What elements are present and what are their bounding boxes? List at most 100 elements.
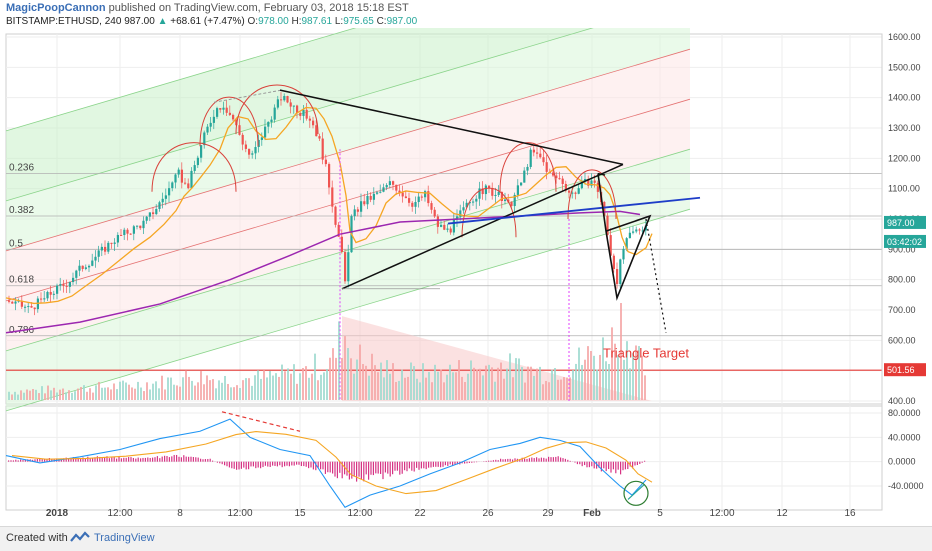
macd-hist-bar xyxy=(87,457,88,462)
macd-hist-bar xyxy=(231,462,232,469)
candle-body xyxy=(171,182,173,188)
macd-hist-bar xyxy=(440,462,441,468)
candle-body xyxy=(8,300,10,301)
candle-body xyxy=(283,96,285,100)
macd-hist-bar xyxy=(15,460,16,462)
macd-hist-bar xyxy=(370,462,371,475)
volume-bar xyxy=(254,375,256,400)
volume-bar xyxy=(38,393,40,400)
volume-bar xyxy=(437,372,439,400)
macd-hist-bar xyxy=(277,462,278,467)
volume-bar xyxy=(449,365,451,400)
volume-bar xyxy=(275,373,277,400)
macd-hist-bar xyxy=(368,462,369,480)
candle-body xyxy=(542,157,544,162)
macd-hist-bar xyxy=(116,459,117,462)
candle-body xyxy=(546,162,548,172)
macd-hist-bar xyxy=(222,462,223,465)
macd-hist-bar xyxy=(303,462,304,466)
macd-hist-bar xyxy=(584,462,585,465)
volume-bar xyxy=(137,382,139,400)
macd-hist-bar xyxy=(238,462,239,470)
candle-body xyxy=(216,108,218,117)
volume-bar xyxy=(542,384,544,400)
macd-hist-bar xyxy=(265,462,266,466)
macd-hist-bar xyxy=(610,462,611,473)
volume-bar xyxy=(119,382,121,400)
candle-body xyxy=(168,188,170,195)
volume-bar xyxy=(218,380,220,400)
candle-body xyxy=(533,150,535,153)
candle-body xyxy=(434,210,436,217)
volume-bar xyxy=(629,368,631,400)
volume-bar xyxy=(98,382,100,400)
volume-bar xyxy=(605,361,607,400)
volume-bar xyxy=(461,377,463,400)
volume-bar xyxy=(155,381,157,400)
macd-hist-bar xyxy=(426,462,427,469)
macd-hist-bar xyxy=(428,462,429,468)
fib-label: 0.618 xyxy=(9,275,34,286)
candle-body xyxy=(376,192,378,193)
volume-bar xyxy=(455,372,457,400)
volume-bar xyxy=(467,374,469,400)
macd-hist-bar xyxy=(438,462,439,467)
macd-hist-bar xyxy=(586,462,587,468)
candle-body xyxy=(88,266,90,268)
macd-hist-bar xyxy=(279,462,280,466)
symbol-line: BITSTAMP:ETHUSD, 240 987.00 ▲ +68.61 (+7… xyxy=(6,16,417,27)
volume-bar xyxy=(263,370,265,400)
volume-bar xyxy=(311,374,313,400)
volume-bar xyxy=(644,375,646,400)
volume-bar xyxy=(191,381,193,400)
volume-bar xyxy=(293,364,295,400)
macd-hist-bar xyxy=(620,462,621,475)
volume-bar xyxy=(161,376,163,400)
macd-hist-bar xyxy=(577,462,578,464)
volume-bar xyxy=(536,369,538,400)
volume-bar xyxy=(233,387,235,400)
macd-hist-bar xyxy=(418,462,419,470)
volume-bar xyxy=(353,374,355,400)
candle-body xyxy=(446,229,448,230)
candle-body xyxy=(293,106,295,107)
macd-hist-bar xyxy=(301,462,302,466)
macd-hist-bar xyxy=(469,462,470,463)
volume-bar xyxy=(434,365,436,400)
macd-hist-bar xyxy=(193,457,194,462)
candle-body xyxy=(219,108,221,110)
candle-body xyxy=(117,235,119,243)
candle-body xyxy=(130,234,132,235)
volume-bar xyxy=(197,382,199,400)
macd-hist-bar xyxy=(402,462,403,474)
candle-body xyxy=(389,181,391,185)
volume-bar xyxy=(590,351,592,400)
author-name[interactable]: MagicPoopCannon xyxy=(6,2,106,14)
volume-bar xyxy=(323,372,325,400)
candle-body xyxy=(34,308,36,310)
high-value: 987.61 xyxy=(301,16,332,27)
macd-hist-bar xyxy=(159,458,160,462)
macd-hist-bar xyxy=(183,455,184,461)
volume-bar xyxy=(341,358,343,400)
candle-body xyxy=(210,123,212,127)
volume-bar xyxy=(416,379,418,400)
low-value: 975.65 xyxy=(343,16,374,27)
candle-body xyxy=(392,181,394,185)
fib-label: 0.382 xyxy=(9,205,34,216)
macd-hist-bar xyxy=(529,458,530,461)
volume-bar xyxy=(308,378,310,400)
macd-hist-bar xyxy=(270,462,271,467)
macd-hist-bar xyxy=(615,462,616,474)
candle-body xyxy=(539,154,541,158)
volume-bar xyxy=(374,365,376,400)
tradingview-brand[interactable]: TradingView xyxy=(94,532,155,544)
macd-hist-bar xyxy=(373,462,374,475)
macd-hist-bar xyxy=(272,462,273,466)
volume-bar xyxy=(152,384,154,400)
candle-body xyxy=(386,185,388,187)
fib-label: 0.5 xyxy=(9,238,23,249)
volume-bar xyxy=(134,389,136,400)
volume-bar xyxy=(584,360,586,400)
